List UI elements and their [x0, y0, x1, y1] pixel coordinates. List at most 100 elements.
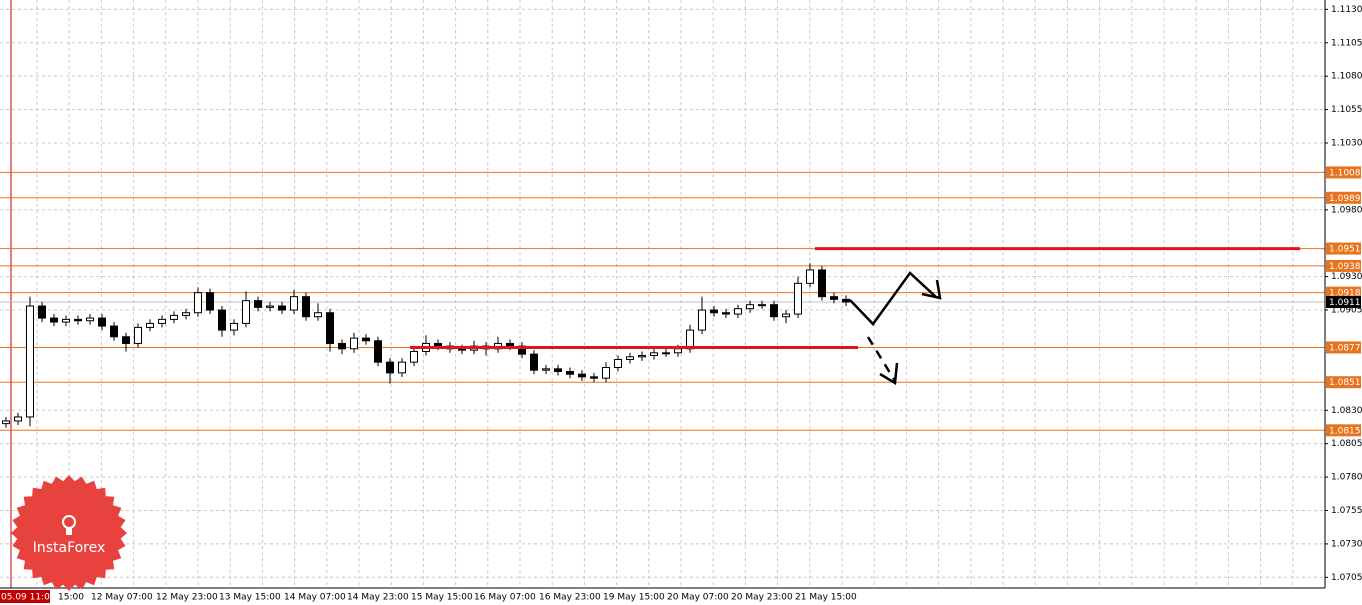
candle-body	[50, 317, 58, 323]
candle-body	[38, 305, 46, 319]
y-tick-label: 1.1080	[1331, 72, 1362, 82]
y-tick-label: 1.0830	[1331, 406, 1362, 416]
candle-body	[74, 318, 82, 322]
x-tick-label: 20 May 23:00	[731, 593, 793, 603]
grid	[0, 0, 1325, 588]
logo-text: InstaForex	[33, 540, 106, 556]
candle-body	[230, 322, 238, 331]
candle-body	[86, 317, 94, 322]
candle-body	[722, 312, 730, 315]
candle-body	[14, 416, 22, 422]
y-tick-label: 1.0705	[1331, 573, 1362, 583]
candle-body	[314, 312, 322, 318]
candle-body	[842, 298, 850, 303]
candle-body	[458, 348, 466, 351]
candle-body	[386, 361, 394, 374]
candle-body	[62, 318, 70, 323]
candle-body	[650, 352, 658, 356]
candle-body	[710, 309, 718, 314]
x-tick-label: 12 May 23:00	[156, 593, 218, 603]
last-price-label: 1.0911	[1329, 298, 1361, 308]
candle-body	[302, 296, 310, 318]
candle-body	[182, 312, 190, 316]
candle-body	[674, 348, 682, 354]
x-tick-label: 15:00	[58, 593, 84, 603]
candle-body	[398, 361, 406, 374]
x-tick-label: 14 May 07:00	[284, 593, 346, 603]
candle-body	[794, 282, 802, 315]
candle-body	[242, 300, 250, 324]
candle-body	[698, 309, 706, 331]
candle-body	[170, 314, 178, 320]
candle-body	[254, 300, 262, 308]
candle-body	[818, 269, 826, 298]
y-tick-label: 1.0980	[1331, 205, 1362, 215]
candle-body	[158, 318, 166, 324]
candle-body	[266, 305, 274, 308]
candle-body	[506, 342, 514, 347]
level-label: 1.0851	[1329, 378, 1361, 388]
forecast-arrows	[849, 271, 942, 386]
level-label-bg	[1326, 376, 1361, 389]
arrowhead	[879, 362, 899, 386]
logo-icon	[66, 527, 72, 535]
candle-body	[554, 368, 562, 373]
level-label: 1.0918	[1329, 289, 1361, 299]
x-tick-label: 19 May 15:00	[603, 593, 665, 603]
y-tick-label: 1.0805	[1331, 439, 1362, 449]
candle-body	[362, 337, 370, 342]
candle-body	[194, 292, 202, 314]
level-label-bg	[1326, 242, 1361, 255]
candle-body	[134, 326, 142, 344]
candle-body	[806, 269, 814, 284]
x-tick-label: 16 May 23:00	[539, 593, 601, 603]
level-label: 1.0877	[1329, 343, 1361, 353]
candle-body	[770, 304, 778, 318]
candle-body	[122, 336, 130, 344]
candle-body	[98, 317, 106, 327]
y-tick-label: 1.0905	[1331, 306, 1362, 316]
candle-body	[566, 371, 574, 375]
level-label: 1.0989	[1329, 194, 1361, 204]
candle-body	[638, 354, 646, 358]
candle-body	[746, 304, 754, 310]
candle-body	[830, 296, 838, 300]
x-tick-label: 20 May 07:00	[667, 593, 729, 603]
candle-body	[146, 322, 154, 328]
candle-body	[530, 353, 538, 371]
candle-body	[374, 340, 382, 363]
level-label: 1.0951	[1329, 245, 1361, 255]
last-price-bg	[1326, 296, 1361, 309]
level-label-bg	[1326, 166, 1361, 179]
candle-body	[782, 313, 790, 318]
candle-body	[26, 305, 34, 418]
logo: InstaForex	[11, 475, 127, 591]
arrow-up	[849, 271, 937, 326]
x-tick-label: 12 May 07:00	[91, 593, 153, 603]
level-label-bg	[1326, 286, 1361, 299]
candle-body	[2, 420, 10, 425]
y-tick-label: 1.1105	[1331, 38, 1362, 48]
y-tick-label: 1.0730	[1331, 539, 1362, 549]
candle-body	[734, 308, 742, 315]
candle-body	[614, 358, 622, 368]
level-label-bg	[1326, 424, 1361, 437]
x-tick-label: 15 May 15:00	[411, 593, 473, 603]
candle-body	[206, 292, 214, 311]
y-tick-label: 1.1030	[1331, 138, 1362, 148]
axis-labels: 1.11301.11051.10801.10551.10301.09801.09…	[0, 5, 1362, 603]
candle-body	[290, 296, 298, 311]
x-tick-label: 13 May 15:00	[219, 593, 281, 603]
level-label-bg	[1326, 259, 1361, 272]
x-tick-label: 16 May 07:00	[474, 593, 536, 603]
overlay	[410, 247, 1300, 349]
candle-body	[110, 325, 118, 338]
x-tick-label: 05.09 11:00	[1, 593, 56, 603]
candle-body	[218, 309, 226, 331]
candle-body	[278, 305, 286, 311]
y-tick-label: 1.1130	[1331, 5, 1362, 15]
candle-body	[410, 350, 418, 363]
candle-body	[602, 367, 610, 379]
y-tick-label: 1.1055	[1331, 105, 1362, 115]
candles	[2, 263, 850, 428]
